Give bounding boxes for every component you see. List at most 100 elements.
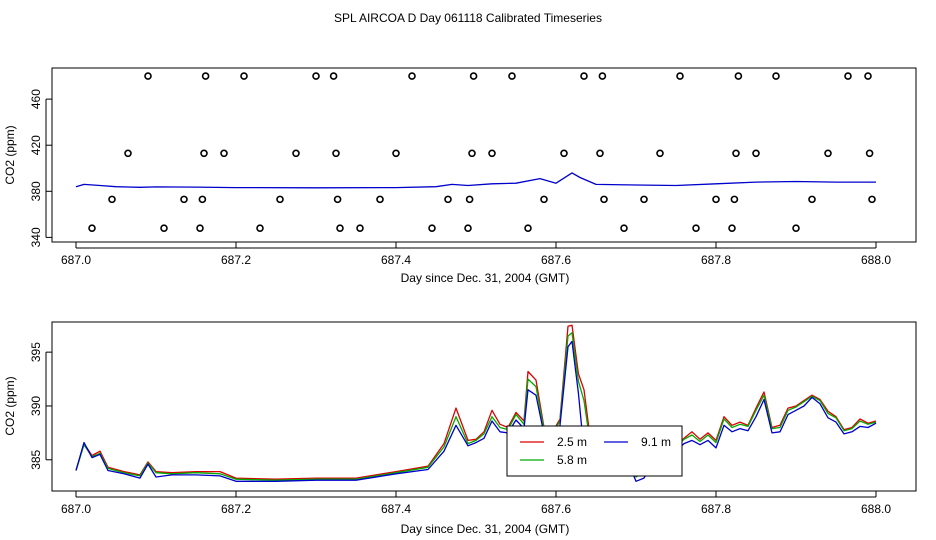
- top-data-point: [444, 195, 452, 204]
- top-x-tick-label: 687.2: [221, 253, 251, 267]
- top-data-point: [276, 195, 284, 204]
- top-data-point: [124, 149, 132, 158]
- top-data-point: [468, 149, 476, 158]
- top-data-point: [808, 195, 816, 204]
- legend: 2.5 m 5.8 m 9.1 m: [506, 425, 683, 477]
- top-data-point: [180, 195, 188, 204]
- top-data-point: [864, 72, 872, 80]
- legend-label-5-8m: 5.8 m: [557, 453, 587, 467]
- top-data-point: [200, 149, 208, 158]
- top-data-point: [160, 224, 168, 232]
- top-data-point: [712, 195, 720, 204]
- top-data-point: [392, 149, 400, 158]
- top-x-tick-label: 687.0: [61, 253, 91, 267]
- top-x-axis-label: Day since Dec. 31, 2004 (GMT): [401, 271, 570, 285]
- top-data-point: [292, 149, 300, 158]
- top-x-tick-label: 687.4: [381, 253, 411, 267]
- top-axes: 687.0 687.2 687.4 687.6 687.8 688.0 340 380 420 4…: [29, 89, 891, 267]
- bottom-x-tick-label: 687.0: [61, 502, 91, 516]
- top-data-point: [332, 149, 340, 158]
- top-data-point: [730, 195, 739, 204]
- top-data-point: [256, 224, 264, 232]
- bottom-series-line-2-5-m: [75, 324, 877, 480]
- bottom-axes: 687.0 687.2 687.4 687.6 687.8 688.0 385 390 395: [29, 342, 891, 516]
- top-plot-frame: [51, 67, 917, 243]
- top-data-point: [732, 149, 740, 158]
- top-data-point: [312, 72, 320, 80]
- top-data-point: [524, 224, 532, 232]
- top-data-point: [88, 224, 96, 232]
- top-data-point: [824, 149, 832, 158]
- top-data-point: [464, 224, 472, 232]
- top-data-point: [692, 224, 700, 232]
- top-data-point: [220, 149, 228, 158]
- top-data-point: [640, 195, 648, 204]
- bottom-y-axis-label: CO2 (ppm): [3, 376, 17, 435]
- bottom-y-tick-label: 385: [29, 449, 43, 469]
- page-title: SPL AIRCOA D Day 061118 Calibrated Times…: [334, 11, 602, 25]
- top-points-group: [88, 72, 876, 232]
- top-x-tick-label: 687.6: [541, 253, 571, 267]
- legend-label-2-5m: 2.5 m: [557, 435, 587, 449]
- bottom-x-axis-label: Day since Dec. 31, 2004 (GMT): [401, 522, 570, 536]
- top-data-point: [144, 72, 152, 80]
- bottom-y-tick-label: 390: [29, 396, 43, 416]
- top-data-point: [469, 72, 478, 80]
- top-data-point: [465, 195, 474, 204]
- top-data-point: [408, 72, 416, 80]
- top-data-point: [201, 72, 210, 80]
- top-data-point: [333, 195, 342, 204]
- bottom-plot-frame: [51, 321, 917, 492]
- bottom-x-tick-label: 688.0: [861, 502, 891, 516]
- top-data-point: [656, 149, 664, 158]
- bottom-x-tick-label: 687.4: [381, 502, 411, 516]
- top-y-tick-label: 380: [29, 181, 43, 201]
- top-data-point: [356, 224, 364, 232]
- bottom-panel: 687.0 687.2 687.4 687.6 687.8 688.0385390395 …: [3, 321, 917, 536]
- top-data-point: [865, 149, 874, 158]
- top-data-point: [540, 195, 548, 204]
- top-series-line-co2: [75, 172, 876, 189]
- top-x-tick-label: 687.8: [701, 253, 731, 267]
- top-x-tick-label: 688.0: [861, 253, 891, 267]
- top-data-point: [560, 149, 568, 158]
- bottom-x-tick-label: 687.8: [701, 502, 731, 516]
- top-data-point: [488, 149, 496, 158]
- top-data-point: [792, 224, 800, 232]
- bottom-lines-group: [75, 324, 877, 482]
- top-data-point: [844, 72, 852, 80]
- top-data-point: [240, 72, 248, 80]
- top-data-point: [508, 72, 516, 80]
- top-data-point: [329, 72, 338, 80]
- top-y-tick-label: 460: [29, 89, 43, 109]
- bottom-series-line-5-8-m: [75, 332, 877, 481]
- bottom-x-tick-label: 687.2: [221, 502, 251, 516]
- top-data-point: [752, 149, 760, 158]
- top-data-point: [596, 149, 604, 158]
- top-data-point: [598, 72, 607, 80]
- bottom-x-tick-label: 687.6: [541, 502, 571, 516]
- top-data-point: [620, 224, 628, 232]
- top-data-point: [336, 224, 344, 232]
- legend-box: [506, 425, 683, 477]
- bottom-y-tick-label: 395: [29, 342, 43, 362]
- top-data-point: [728, 224, 736, 232]
- top-data-point: [428, 224, 436, 232]
- top-panel: 687.0 687.2 687.4 687.6 687.8 688.0 340 380 420 4…: [3, 67, 917, 285]
- top-data-point: [868, 195, 876, 204]
- top-y-tick-label: 420: [29, 135, 43, 155]
- top-data-point: [196, 224, 204, 232]
- top-data-point: [376, 195, 384, 204]
- top-data-point: [734, 72, 743, 80]
- top-data-point: [108, 195, 116, 204]
- top-y-tick-label: 340: [29, 227, 43, 247]
- top-y-axis-label: CO2 (ppm): [3, 125, 17, 184]
- top-data-point: [580, 72, 588, 80]
- legend-label-9-1m: 9.1 m: [641, 435, 671, 449]
- top-data-point: [600, 195, 608, 204]
- top-lines-group: [75, 172, 876, 189]
- top-data-point: [676, 72, 684, 80]
- top-data-point: [772, 72, 780, 80]
- top-data-point: [198, 195, 207, 204]
